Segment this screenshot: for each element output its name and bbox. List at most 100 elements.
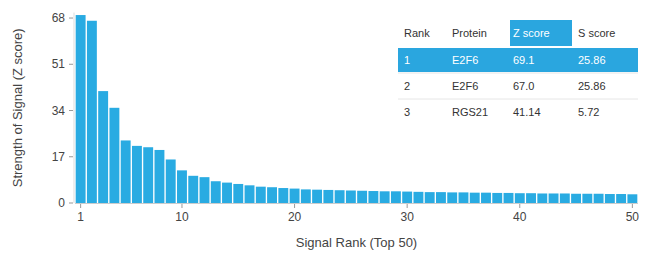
table-cell: 3 [404,106,410,118]
x-axis [75,203,638,204]
bar [154,150,164,203]
bar [481,193,491,203]
x-axis-title: Signal Rank (Top 50) [296,235,417,250]
bar [188,176,198,203]
bar [605,194,615,203]
bar [278,188,288,203]
bar [143,147,153,203]
table-cell: 25.86 [578,80,606,92]
bar [549,193,559,203]
bar [346,190,356,203]
bar [571,194,581,203]
bar [256,187,266,203]
bar [312,190,322,203]
bar [76,15,86,203]
table-header: Z score [513,27,550,39]
table: Rank Protein Z score S score 1 E2F6 69.1 25.86 2… [398,20,638,128]
x-tick [80,204,81,208]
x-tick [294,204,295,208]
y-tick [69,18,73,19]
bar [515,193,525,203]
bars [76,15,638,203]
y-tick [69,156,73,157]
bar [436,192,446,203]
table-cell: 5.72 [578,106,599,118]
x-tick [632,204,633,208]
table-bg [398,20,638,128]
row-divider [398,73,638,74]
bar [87,21,97,203]
bar [447,192,457,203]
bar [357,191,367,203]
bar [402,192,412,203]
bar [368,191,378,203]
bar [222,183,232,203]
table-cell: 41.14 [513,106,541,118]
bar [380,191,390,203]
bar [425,192,435,203]
y-tick-label: 34 [52,104,66,118]
bar [594,194,604,203]
y-tick [69,64,73,65]
table-cell: 25.86 [578,54,606,66]
y-tick-label: 17 [52,150,66,164]
bar [132,146,142,203]
bar [98,91,108,203]
table-cell: 69.1 [513,54,534,66]
bar [301,189,311,203]
x-tick-label: 30 [400,210,414,224]
bar [166,159,176,203]
bar [245,185,255,203]
chart: 0 17 34 51 68 1 10 20 30 40 50 Signal Rank (Top 50)… [0,0,650,261]
row-divider [398,99,638,100]
table-header: Rank [404,27,430,39]
x-tick-label: 10 [175,210,189,224]
x-tick-label: 50 [626,210,640,224]
bar [267,187,277,203]
x-tick [407,204,408,208]
bar [582,194,592,203]
bar [121,140,131,203]
bar [177,170,187,203]
table-header: Protein [452,27,487,39]
x-tick-label: 1 [77,210,84,224]
y-tick-label: 68 [52,11,66,25]
bar [504,193,514,203]
table-cell: E2F6 [452,80,478,92]
bar [560,193,570,203]
header-highlight [510,20,572,46]
table-cell: RGS21 [452,106,488,118]
bar [616,194,626,203]
table-cell: 1 [404,54,410,66]
bar [537,193,547,203]
bar [109,108,119,203]
bar [492,193,502,203]
x-tick-label: 20 [288,210,302,224]
row-highlight [398,48,638,72]
bar [413,192,423,203]
table-cell: E2F6 [452,54,478,66]
bar [335,190,345,203]
bar [200,177,210,203]
x-tick [519,204,520,208]
bar [459,192,469,203]
y-axis [74,13,75,203]
x-tick-label: 40 [513,210,527,224]
y-tick-label: 0 [58,196,65,210]
bar [211,181,221,203]
y-tick [69,203,73,204]
y-axis-title: Strength of Signal (Z score) [10,28,25,187]
bar [627,194,637,203]
bar [470,193,480,203]
bar [233,184,243,203]
bar [526,193,536,203]
bar [323,190,333,203]
table-header: S score [578,27,615,39]
bar [290,189,300,203]
y-tick [69,110,73,111]
table-cell: 67.0 [513,80,534,92]
bar [391,191,401,203]
table-cell: 2 [404,80,410,92]
x-tick [181,204,182,208]
y-tick-label: 51 [52,57,66,71]
